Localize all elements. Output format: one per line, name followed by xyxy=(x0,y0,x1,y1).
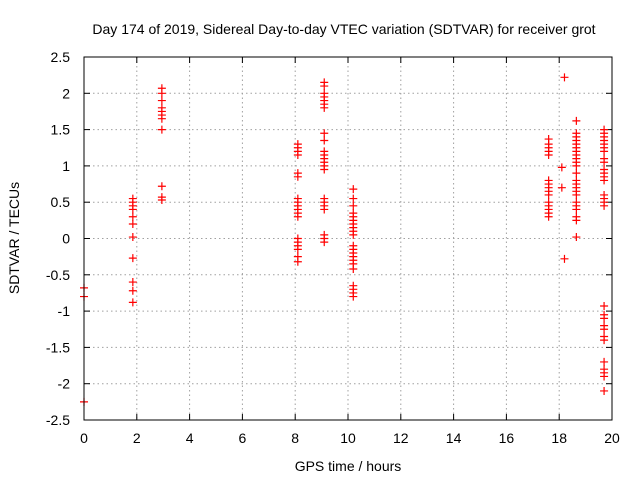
data-point xyxy=(557,163,566,172)
x-tick-label: 14 xyxy=(446,430,462,446)
data-point xyxy=(600,147,609,156)
data-point xyxy=(600,158,609,167)
x-tick-label: 16 xyxy=(499,430,515,446)
data-point xyxy=(320,165,329,174)
data-point xyxy=(320,129,329,138)
y-tick-label: -2 xyxy=(58,376,71,392)
data-point xyxy=(128,278,137,287)
data-point xyxy=(600,325,609,334)
data-point xyxy=(157,182,166,191)
data-point xyxy=(157,96,166,105)
chart-title: Day 174 of 2019, Sidereal Day-to-day VTE… xyxy=(92,21,595,37)
axis-ticks xyxy=(83,56,613,421)
data-point xyxy=(128,254,137,263)
x-tick-label: 12 xyxy=(393,430,409,446)
x-tick-label: 4 xyxy=(186,430,194,446)
x-tick-label: 2 xyxy=(133,430,141,446)
y-tick-label: -0.5 xyxy=(46,267,70,283)
data-point xyxy=(572,161,581,170)
data-point xyxy=(600,372,609,381)
data-point xyxy=(157,114,166,123)
data-point xyxy=(128,298,137,307)
y-tick-label: -1 xyxy=(58,303,71,319)
x-tick-label: 20 xyxy=(604,430,620,446)
data-point xyxy=(293,257,302,266)
data-point xyxy=(544,212,553,221)
data-point xyxy=(544,190,553,199)
data-point xyxy=(572,233,581,242)
y-tick-label: 0 xyxy=(62,231,70,247)
data-point xyxy=(128,205,137,214)
data-point xyxy=(572,169,581,178)
x-tick-label: 0 xyxy=(80,430,88,446)
data-point xyxy=(572,216,581,225)
x-tick-label: 18 xyxy=(551,430,567,446)
x-axis-label: GPS time / hours xyxy=(295,458,402,474)
data-point xyxy=(293,172,302,181)
data-point xyxy=(293,151,302,160)
y-tick-label: 2.5 xyxy=(51,49,71,65)
y-tick-label: 1 xyxy=(62,158,70,174)
y-tick-label: 2 xyxy=(62,85,70,101)
data-point xyxy=(320,82,329,91)
data-point xyxy=(600,302,609,311)
data-point xyxy=(128,233,137,242)
data-point xyxy=(572,116,581,125)
data-point xyxy=(128,212,137,221)
y-tick-label: 1.5 xyxy=(51,122,71,138)
data-point xyxy=(600,176,609,185)
data-point xyxy=(600,336,609,345)
data-point xyxy=(157,125,166,134)
data-point xyxy=(572,190,581,199)
data-point xyxy=(128,219,137,228)
data-point xyxy=(157,196,166,205)
data-point xyxy=(349,292,358,301)
data-point xyxy=(349,185,358,194)
data-point xyxy=(349,201,358,210)
y-tick-label: -1.5 xyxy=(46,339,70,355)
data-point xyxy=(349,264,358,273)
x-tick-label: 6 xyxy=(239,430,247,446)
data-marks xyxy=(80,73,609,406)
data-point xyxy=(557,183,566,192)
data-point xyxy=(320,103,329,112)
y-tick-label: -2.5 xyxy=(46,412,70,428)
data-point xyxy=(600,201,609,210)
x-tick-label: 8 xyxy=(291,430,299,446)
tick-labels: 0 2 4 6 8 10 12 14 16 18 20 -2.5 -2 -1.5 -1 -0.5 0 0.5 1 1.… xyxy=(46,49,620,446)
data-point xyxy=(600,314,609,323)
data-point xyxy=(157,89,166,98)
data-point xyxy=(560,73,569,82)
data-point xyxy=(320,205,329,214)
data-point xyxy=(320,136,329,145)
data-point xyxy=(600,357,609,366)
data-point xyxy=(349,194,358,203)
data-point xyxy=(293,245,302,254)
plot-frame xyxy=(83,56,613,421)
data-point xyxy=(320,238,329,247)
data-point xyxy=(600,386,609,395)
data-point xyxy=(544,151,553,160)
data-point xyxy=(572,205,581,214)
data-point xyxy=(128,286,137,295)
y-axis-label: SDTVAR / TECUs xyxy=(6,182,22,294)
data-point xyxy=(560,254,569,263)
data-point xyxy=(349,230,358,239)
x-tick-label: 10 xyxy=(340,430,356,446)
data-point xyxy=(293,212,302,221)
y-tick-label: 0.5 xyxy=(51,194,71,210)
